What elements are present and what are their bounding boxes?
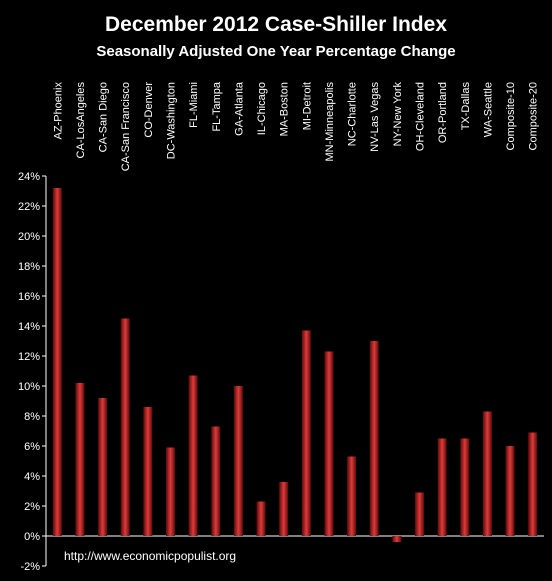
y-tick-label: 22% bbox=[18, 201, 40, 213]
x-category-label: TX-Dallas bbox=[460, 82, 472, 131]
chart-subtitle: Seasonally Adjusted One Year Percentage … bbox=[96, 43, 455, 60]
bar bbox=[347, 456, 357, 536]
y-tick-label: 8% bbox=[24, 411, 40, 423]
x-category-label: NY-New York bbox=[392, 82, 404, 147]
x-category-label: AZ-Phoenix bbox=[52, 82, 64, 140]
bar bbox=[324, 351, 334, 536]
bar bbox=[233, 386, 243, 536]
bar bbox=[460, 438, 470, 536]
y-tick-label: -2% bbox=[20, 561, 40, 573]
bar bbox=[188, 375, 198, 536]
x-category-label: DC-Washington bbox=[166, 82, 178, 159]
x-category-label: MN-Minneapolis bbox=[324, 82, 336, 162]
x-category-label: MI-Detroit bbox=[301, 82, 313, 130]
bar bbox=[505, 446, 515, 536]
x-category-label: WA-Seattle bbox=[482, 82, 494, 137]
bar bbox=[143, 407, 153, 536]
bar bbox=[392, 536, 402, 542]
x-category-label: GA-Atlanta bbox=[233, 81, 245, 136]
y-tick-label: 18% bbox=[18, 261, 40, 273]
source-credit: http://www.economicpopulist.org bbox=[64, 549, 236, 563]
x-category-label: CO-Denver bbox=[143, 82, 155, 138]
x-category-label: NV-Las Vegas bbox=[369, 82, 381, 152]
x-category-label: NC-Charlotte bbox=[347, 82, 359, 146]
bar bbox=[52, 188, 62, 536]
bar bbox=[166, 447, 175, 536]
y-tick-label: 6% bbox=[24, 441, 40, 453]
x-category-label: MA-Boston bbox=[279, 82, 291, 136]
chart-title: December 2012 Case-Shiller Index bbox=[105, 13, 447, 36]
x-category-label: OH-Cleveland bbox=[415, 82, 427, 151]
y-tick-label: 12% bbox=[18, 351, 40, 363]
bar bbox=[528, 432, 538, 536]
bar bbox=[75, 383, 85, 536]
y-tick-label: 2% bbox=[24, 501, 40, 513]
bar bbox=[301, 330, 311, 536]
axes: -2% 0% 2% 4% 6% 8% 10% 12% 14% 16% 18% 20% 22% 24% bbox=[18, 171, 544, 573]
bar bbox=[98, 398, 108, 536]
bar bbox=[279, 482, 289, 536]
y-tick-label: 14% bbox=[18, 321, 40, 333]
x-category-label: IL-Chicago bbox=[256, 82, 268, 135]
x-category-label: Composite-10 bbox=[505, 82, 517, 150]
bar bbox=[415, 492, 424, 536]
x-category-label: FL-Tampa bbox=[211, 81, 223, 131]
y-tick-label: 10% bbox=[18, 381, 40, 393]
x-category-label: OR-Portland bbox=[437, 82, 449, 143]
bar bbox=[256, 501, 266, 536]
y-tick-label: 16% bbox=[18, 291, 40, 303]
bars bbox=[52, 188, 538, 542]
x-category-label: Composite-20 bbox=[528, 82, 540, 150]
x-category-label: CA-San Diego bbox=[98, 82, 110, 152]
bar bbox=[437, 438, 447, 536]
x-category-label: FL-Miami bbox=[188, 82, 200, 128]
bar bbox=[120, 318, 130, 536]
y-tick-label: 20% bbox=[18, 231, 40, 243]
bar bbox=[369, 341, 379, 536]
x-category-label: CA-San Francisco bbox=[120, 82, 132, 171]
bar bbox=[482, 411, 492, 536]
y-tick-label: 24% bbox=[18, 171, 40, 183]
bar bbox=[211, 426, 221, 536]
category-labels: AZ-Phoenix CA-LosAngeles CA-San Diego CA-Sa… bbox=[52, 81, 539, 171]
x-category-label: CA-LosAngeles bbox=[75, 82, 87, 159]
y-tick-label: 4% bbox=[24, 471, 40, 483]
y-tick-label: 0% bbox=[24, 531, 40, 543]
